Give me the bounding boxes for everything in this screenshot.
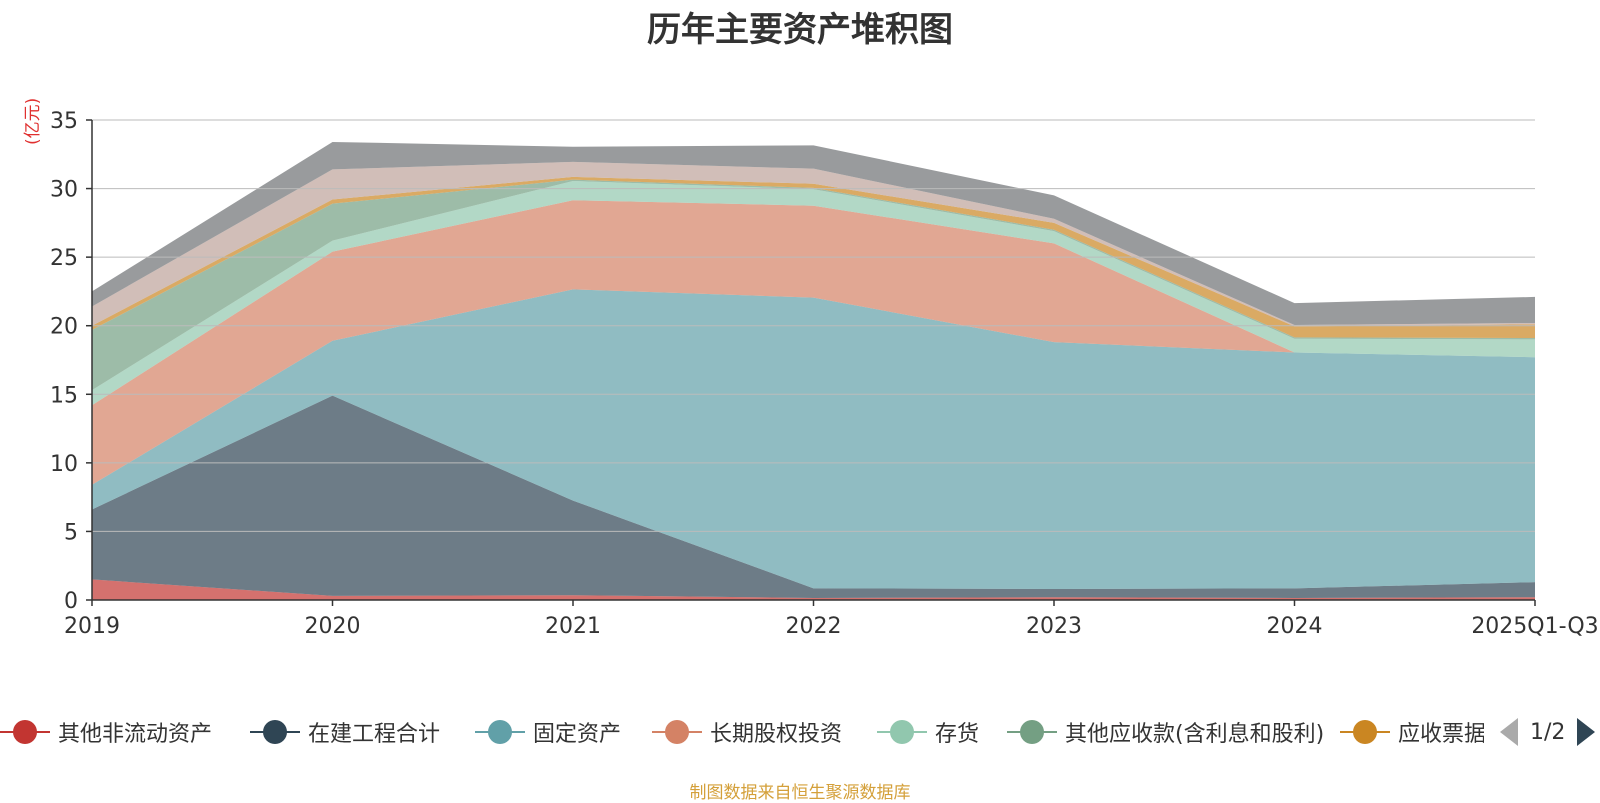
legend-item-7[interactable]: 应收票据及应收账款 [1340, 712, 1484, 752]
x-tick-label-5: 2023 [1026, 614, 1082, 639]
legend-label: 其他非流动资产 [58, 722, 213, 747]
x-tick-label-2: 2020 [305, 614, 361, 639]
legend-marker-icon [0, 720, 50, 744]
legend-item-3[interactable]: 固定资产 [475, 712, 621, 752]
y-tick-label-15: 15 [50, 383, 78, 408]
legend-label: 存货 [935, 722, 980, 747]
area-series-9 [92, 141, 1535, 326]
legend-label: 应收票据及应收账款 [1398, 722, 1484, 747]
y-tick-label-10: 10 [50, 452, 78, 477]
x-tick-label-3: 2021 [545, 614, 601, 639]
legend-marker-icon [652, 720, 702, 744]
legend-label: 在建工程合计 [308, 722, 441, 747]
x-tick-label-7: 2025Q1-Q3 [1471, 614, 1598, 639]
y-tick-label-35: 35 [50, 109, 78, 134]
chart-title: 历年主要资产堆积图 [647, 10, 953, 50]
legend-page-indicator: 1/2 [1530, 719, 1566, 745]
legend-label: 固定资产 [533, 722, 622, 747]
area-series-2 [92, 395, 1535, 598]
y-tick-label-20: 20 [50, 315, 78, 340]
data-source-note: 制图数据来自恒生聚源数据库 [689, 783, 911, 803]
y-tick-label-30: 30 [50, 178, 78, 203]
legend-item-6[interactable]: 其他应收款(含利息和股利) [1007, 712, 1324, 752]
y-tick-label-5: 5 [64, 520, 78, 545]
legend-items: 其他非流动资产 在建工程合计 固定资产 长期股权投资 存货 其他应收款(含利息和股利) 应收… [0, 712, 1484, 752]
legend-item-1[interactable]: 其他非流动资产 [0, 712, 212, 752]
area-series-1 [92, 579, 1535, 600]
legend-pager: 1/2 [1500, 712, 1596, 752]
legend-label: 长期股权投资 [710, 722, 843, 747]
legend-marker-icon [1340, 720, 1390, 744]
legend-item-5[interactable]: 存货 [877, 712, 979, 752]
x-tick-label-1: 2019 [64, 614, 120, 639]
x-tick-label-6: 2024 [1267, 614, 1323, 639]
y-tick-label-0: 0 [64, 589, 78, 614]
legend-prev-page-icon[interactable] [1500, 718, 1518, 746]
y-tick-label-25: 25 [50, 246, 78, 271]
legend-item-4[interactable]: 长期股权投资 [652, 712, 842, 752]
x-tick-label-4: 2022 [786, 614, 842, 639]
area-series-4 [92, 200, 1535, 485]
area-series-3 [92, 289, 1535, 590]
stacked-area-chart: 0 5 10 15 20 25 30 35 2019 2020 2021 2022 2023 2024 20… [50, 109, 1599, 639]
legend-marker-icon [250, 720, 300, 744]
legend-next-page-icon[interactable] [1577, 718, 1596, 746]
legend: 其他非流动资产 在建工程合计 固定资产 长期股权投资 存货 其他应收款(含利息和股利) 应收… [0, 712, 1600, 752]
legend-label: 其他应收款(含利息和股利) [1065, 722, 1325, 747]
legend-item-2[interactable]: 在建工程合计 [250, 712, 440, 752]
legend-marker-icon [475, 720, 525, 744]
legend-marker-icon [1007, 720, 1057, 744]
legend-marker-icon [877, 720, 927, 744]
